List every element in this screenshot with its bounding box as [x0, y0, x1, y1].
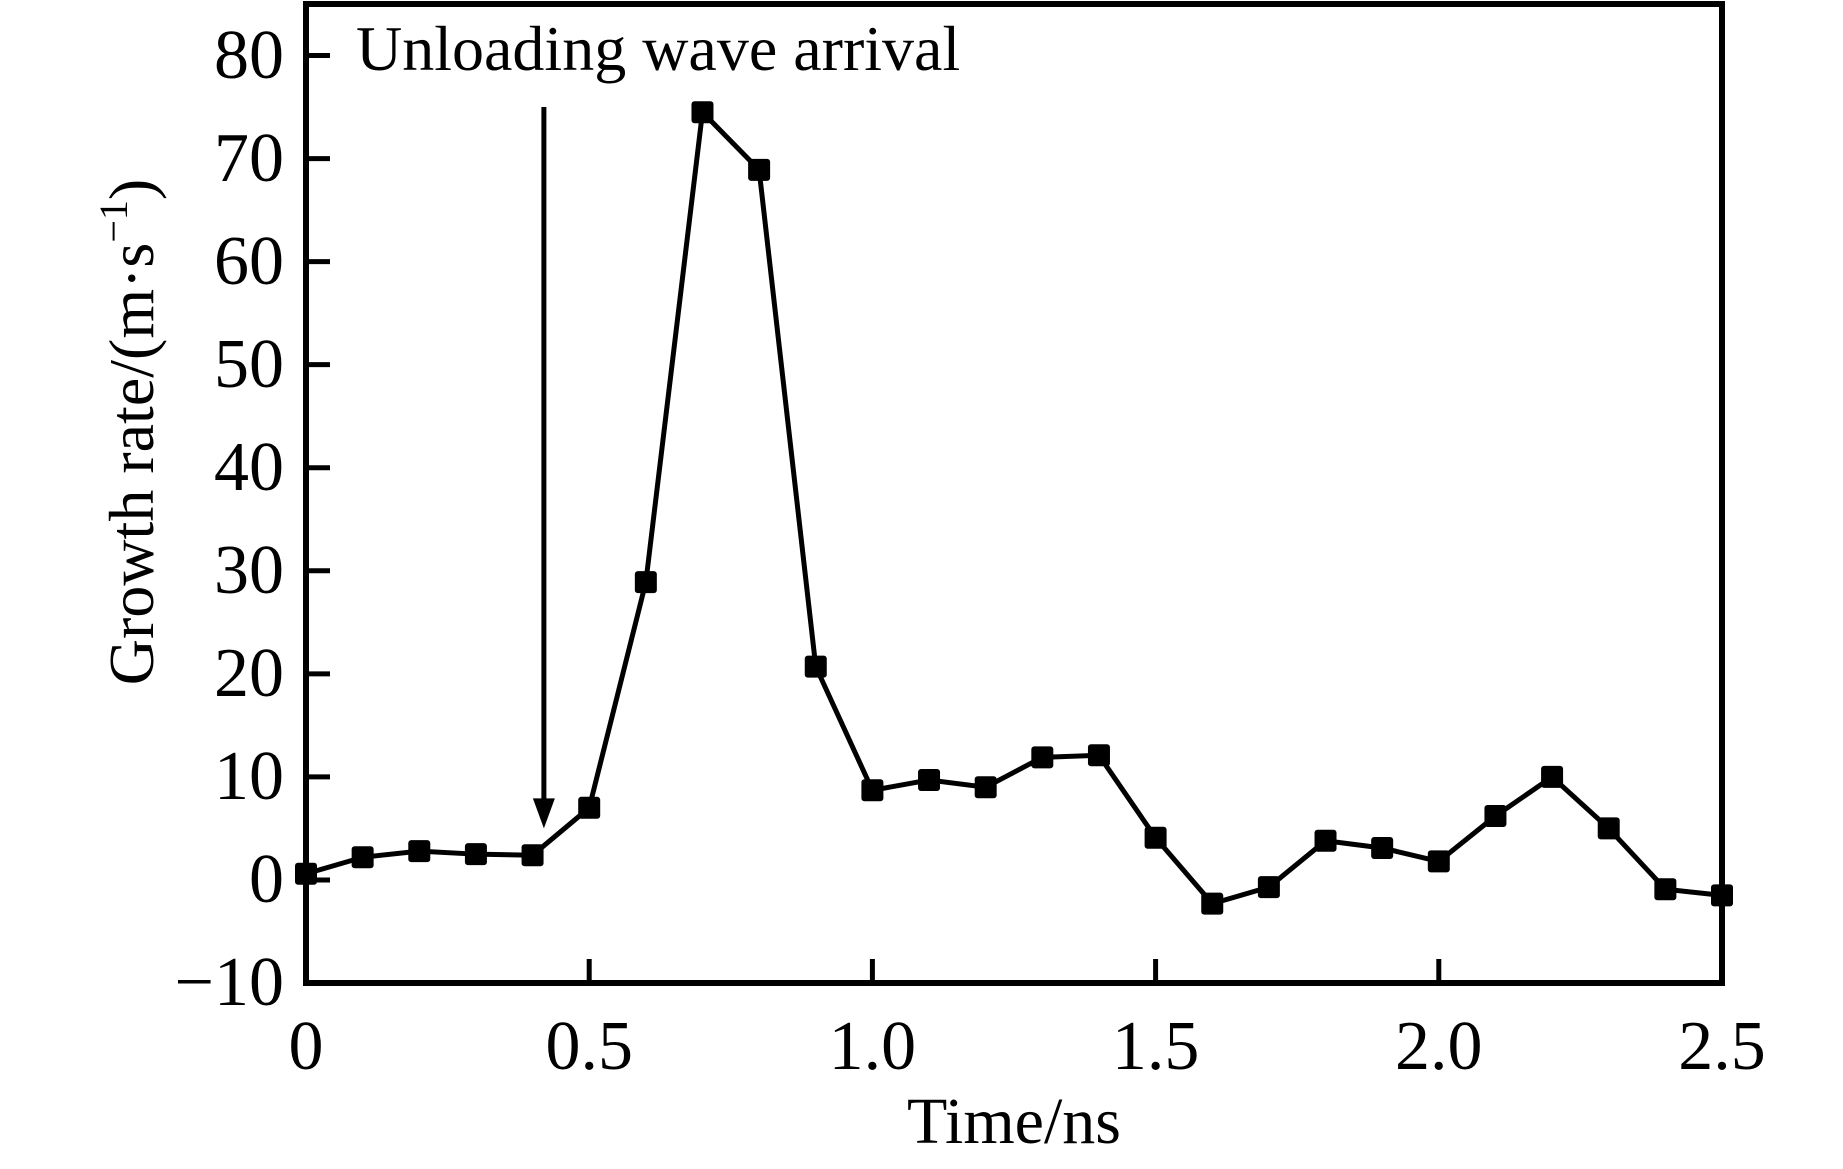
data-point-marker: [1201, 892, 1224, 915]
y-tick-label: 80: [214, 16, 284, 94]
data-point-marker: [1314, 829, 1337, 852]
y-tick-label: 40: [214, 428, 284, 506]
y-tick-label: 60: [214, 222, 284, 300]
data-point-marker: [1257, 876, 1280, 899]
data-point-marker: [521, 844, 544, 867]
data-point-marker: [1031, 746, 1054, 769]
plot-box: [303, 1, 1725, 986]
data-point-marker: [1654, 878, 1677, 901]
data-point-marker: [464, 843, 487, 866]
data-point-marker: [1427, 850, 1450, 873]
annotation-arrow-head: [532, 798, 555, 829]
data-point-marker: [578, 796, 601, 819]
data-point-marker: [1484, 805, 1507, 828]
x-tick-label: 1.0: [828, 1008, 917, 1085]
y-axis-label-superscript: −1: [90, 200, 136, 243]
data-point-marker: [748, 158, 771, 181]
x-tick-label: 1.5: [1111, 1008, 1200, 1085]
data-point-marker: [1371, 837, 1394, 860]
y-tick-label: 30: [214, 531, 284, 609]
y-tick-label: 0: [249, 840, 284, 918]
data-point-marker: [1087, 744, 1110, 767]
data-point-marker: [691, 101, 714, 124]
data-point-marker: [1597, 817, 1620, 840]
y-tick-label: −10: [174, 944, 284, 1021]
data-point-marker: [1144, 826, 1167, 849]
data-point-marker: [1541, 765, 1564, 788]
data-point-marker: [974, 776, 997, 799]
y-tick-label: 70: [214, 119, 284, 197]
x-tick-label: 0: [288, 1008, 324, 1085]
data-point-marker: [351, 846, 374, 869]
x-tick-label: 2.0: [1395, 1008, 1483, 1085]
data-point-marker: [295, 862, 317, 885]
data-point-marker: [861, 779, 884, 802]
y-tick-label: 20: [214, 634, 284, 712]
data-point-marker: [804, 655, 827, 678]
x-tick-label: 0.5: [545, 1008, 633, 1085]
y-tick-label: 10: [214, 737, 284, 815]
annotation-unloading-wave-arrival: Unloading wave arrival: [356, 13, 961, 84]
x-axis-label: Time/ns: [907, 1085, 1121, 1158]
data-point-marker: [918, 768, 941, 791]
data-point-marker: [1711, 884, 1733, 907]
data-line: [305, 106, 1723, 907]
y-tick-label: 50: [214, 325, 284, 403]
x-tick-label: 2.5: [1678, 1008, 1766, 1085]
data-point-marker: [408, 840, 431, 863]
data-point-marker: [634, 571, 657, 594]
